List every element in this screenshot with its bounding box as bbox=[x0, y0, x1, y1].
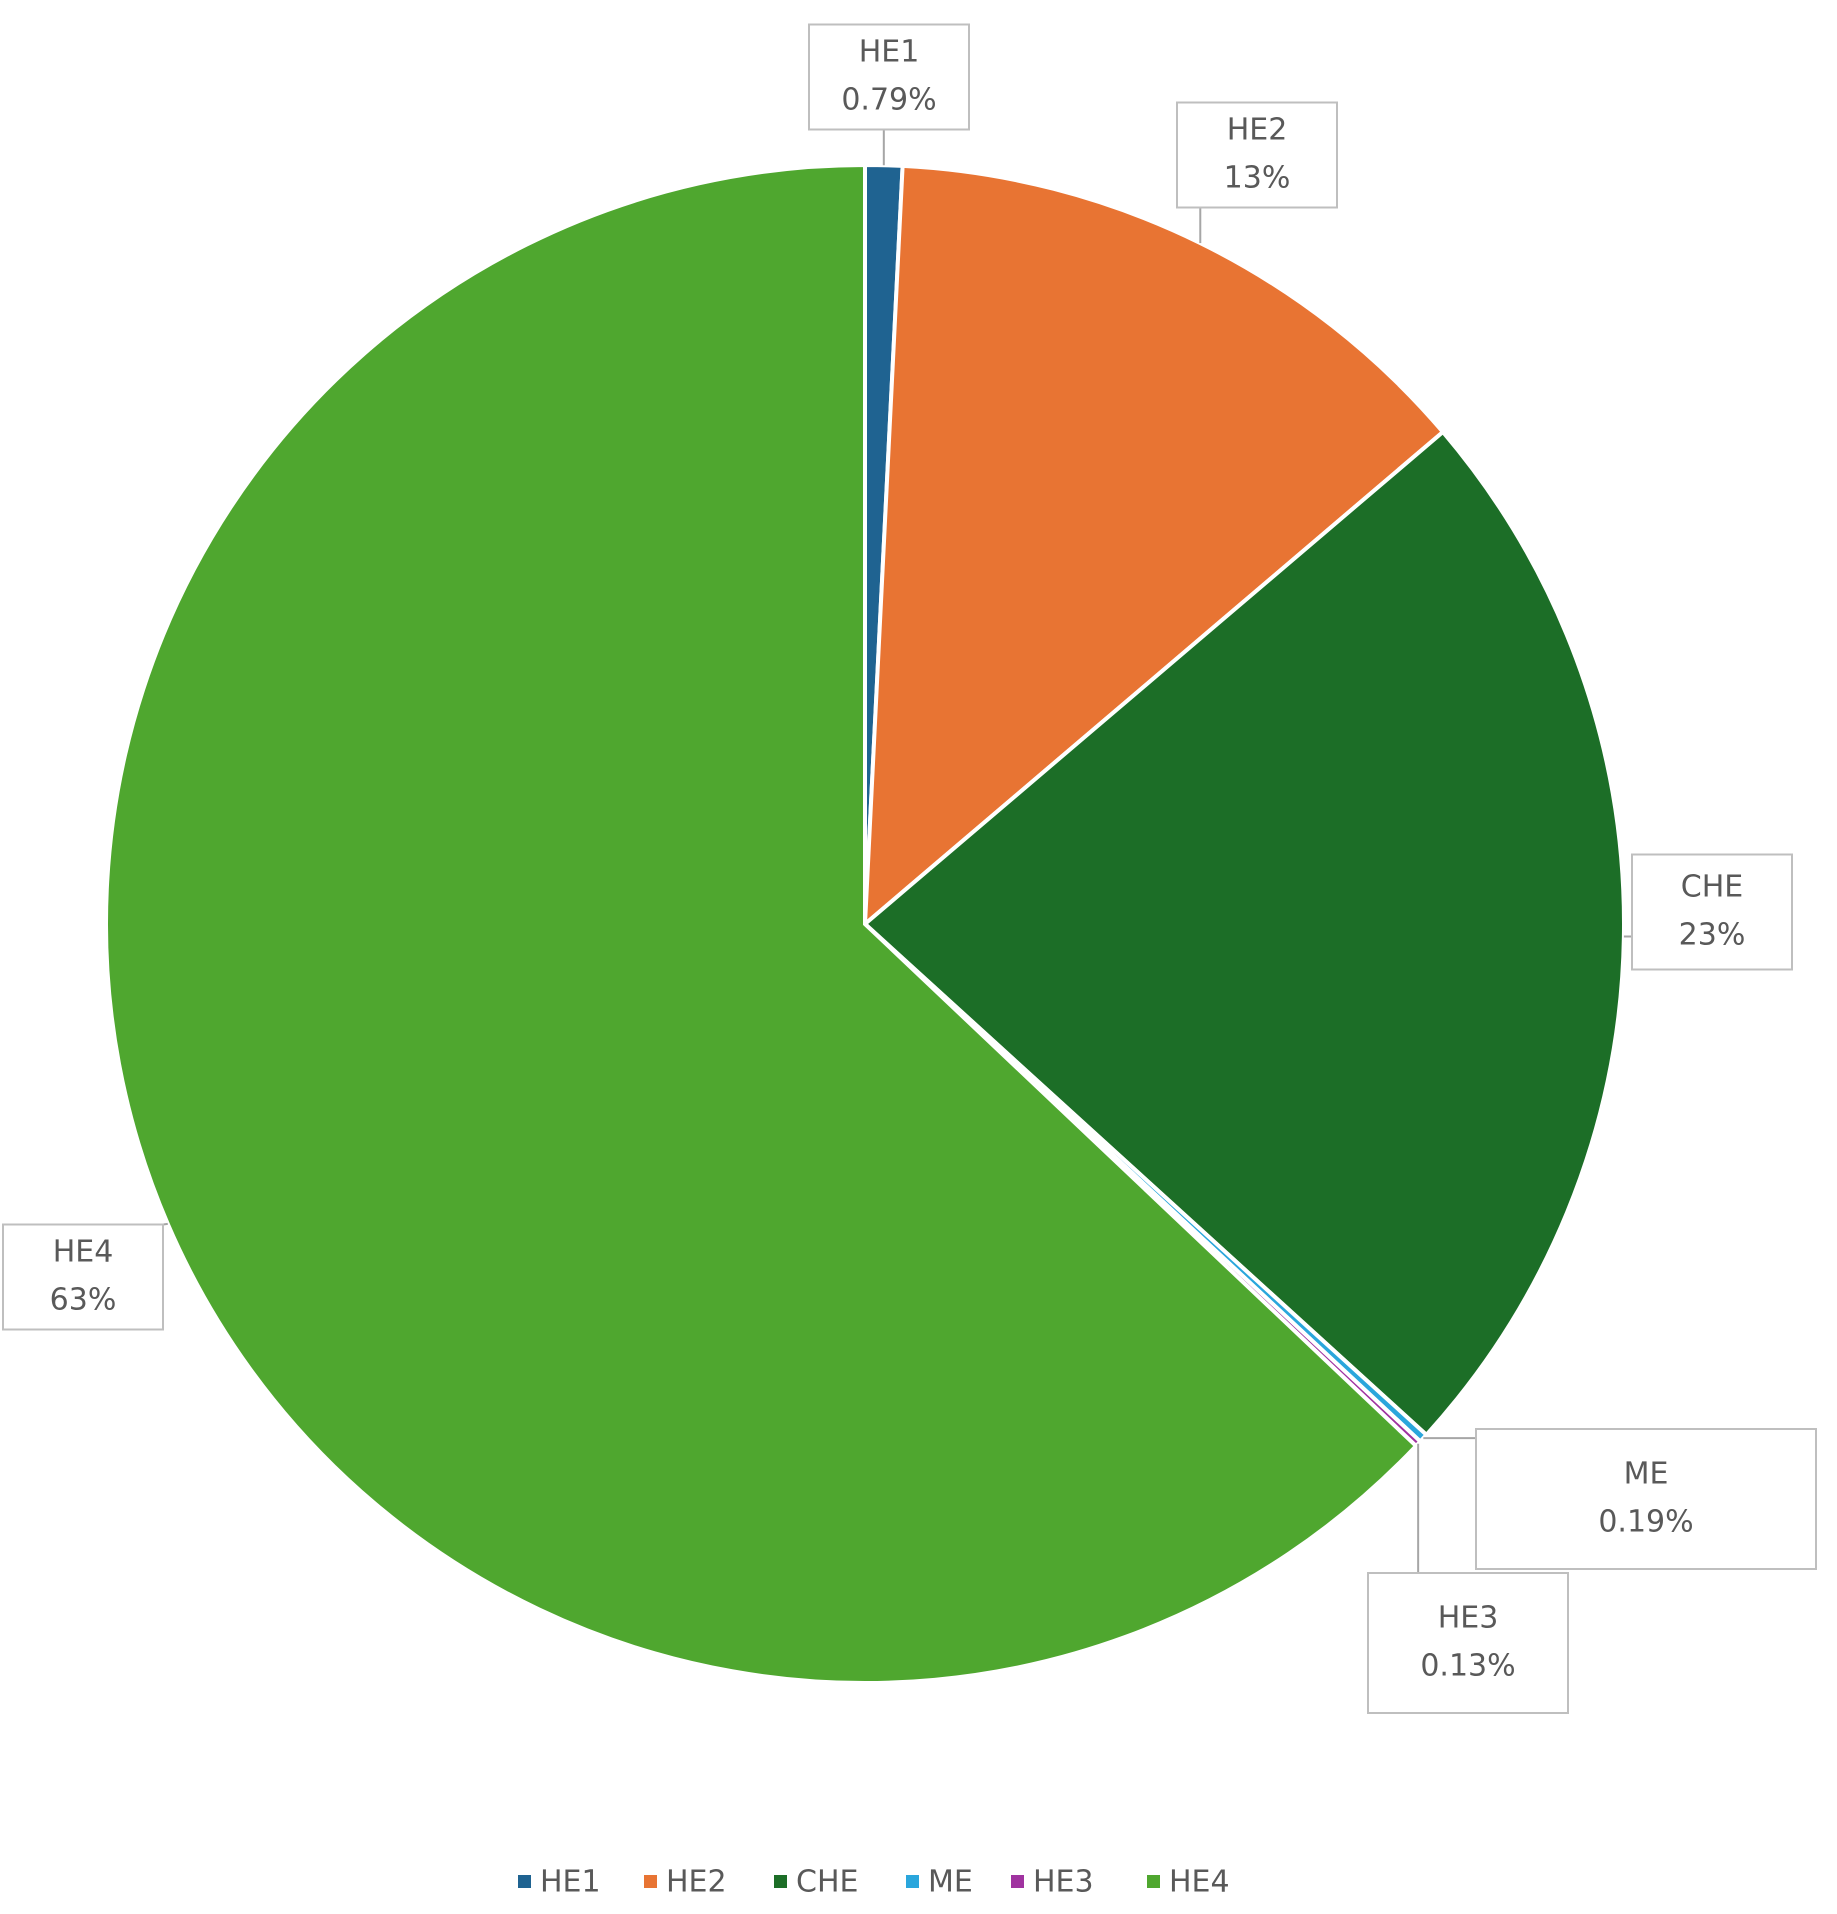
pie-slice bbox=[861, 429, 1626, 1438]
data-label-name: HE3 bbox=[1438, 1601, 1499, 1636]
legend-swatch bbox=[906, 1875, 919, 1888]
label-box bbox=[1475, 1428, 1817, 1570]
legend-swatch bbox=[1147, 1875, 1160, 1888]
label-box bbox=[2, 1223, 164, 1331]
data-label-value: 0.79% bbox=[841, 83, 936, 118]
data-label-value: 0.13% bbox=[1420, 1649, 1515, 1684]
data-label-value: 23% bbox=[1679, 918, 1746, 953]
legend-label: CHE bbox=[796, 1865, 858, 1900]
legend-label: HE4 bbox=[1169, 1865, 1230, 1900]
label-box bbox=[1176, 101, 1338, 209]
data-label-value: 13% bbox=[1224, 161, 1291, 196]
label-box bbox=[1367, 1572, 1569, 1714]
legend-swatch bbox=[518, 1875, 531, 1888]
pie-slice bbox=[103, 162, 1419, 1685]
label-box bbox=[1631, 853, 1793, 971]
legend-label: HE3 bbox=[1033, 1865, 1094, 1900]
legend-label: HE2 bbox=[666, 1865, 727, 1900]
data-label-name: HE2 bbox=[1227, 113, 1288, 148]
label-box bbox=[808, 23, 970, 131]
legend-swatch bbox=[1011, 1875, 1024, 1888]
legend-label: HE1 bbox=[540, 1865, 601, 1900]
data-label-name: CHE bbox=[1681, 870, 1743, 905]
legend-swatch bbox=[774, 1875, 787, 1888]
data-label-name: HE1 bbox=[859, 35, 920, 70]
pie-slice bbox=[862, 163, 1446, 929]
data-label-value: 63% bbox=[50, 1283, 117, 1318]
data-label-name: HE4 bbox=[53, 1235, 114, 1270]
legend-label: ME bbox=[928, 1865, 973, 1900]
data-label-value: 0.19% bbox=[1598, 1505, 1693, 1540]
data-label-name: ME bbox=[1624, 1457, 1669, 1492]
legend-swatch bbox=[644, 1875, 657, 1888]
